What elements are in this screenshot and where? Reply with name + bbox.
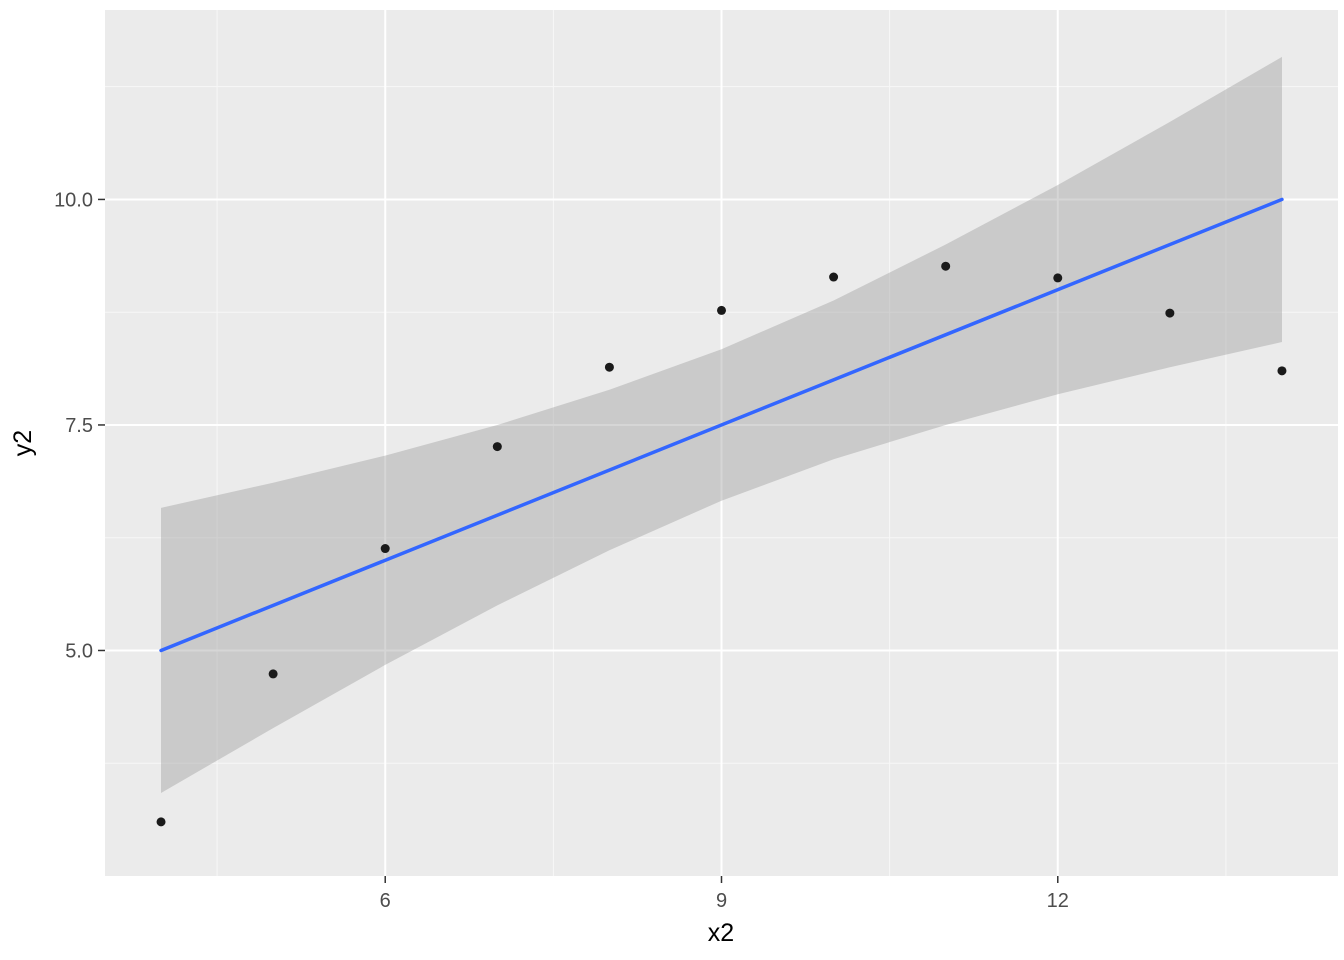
data-point — [156, 817, 166, 827]
data-point — [268, 669, 278, 679]
regression-line — [159, 197, 1284, 653]
data-point — [829, 272, 839, 282]
axis-layer: 6 9 12 5.0 7.5 10.0 — [54, 189, 1069, 912]
data-point — [717, 305, 726, 315]
gridline-layer — [105, 10, 1338, 876]
x-tick-label: 9 — [716, 890, 727, 912]
data-point — [1053, 273, 1063, 283]
data-layer — [156, 56, 1287, 827]
data-point — [380, 544, 390, 554]
y-axis-title: y2 — [9, 430, 37, 456]
data-point — [941, 261, 951, 271]
x-axis-title: x2 — [708, 919, 734, 947]
y-tick-label: 7.5 — [65, 415, 93, 437]
x-tick-label: 6 — [380, 890, 391, 912]
data-point — [604, 362, 614, 372]
data-point — [1277, 366, 1287, 376]
data-point — [1165, 308, 1175, 318]
y-tick-label: 10.0 — [54, 189, 93, 211]
x-tick-label: 12 — [1047, 890, 1069, 912]
y-tick-label: 5.0 — [65, 640, 93, 662]
data-point — [492, 442, 502, 452]
